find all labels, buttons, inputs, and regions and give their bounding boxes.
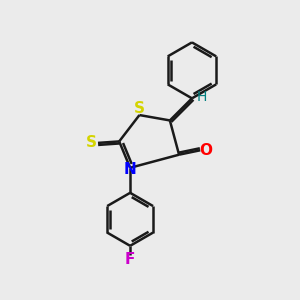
- Text: O: O: [200, 143, 213, 158]
- Text: S: S: [134, 101, 145, 116]
- Text: H: H: [196, 90, 207, 104]
- Text: F: F: [125, 252, 135, 267]
- Text: N: N: [124, 162, 136, 177]
- Text: S: S: [86, 135, 97, 150]
